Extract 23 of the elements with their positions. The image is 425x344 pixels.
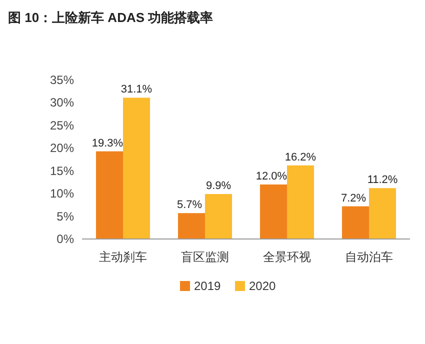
x-tick-label: 全景环视 [263,250,311,264]
data-label: 7.2% [340,192,366,204]
data-label: 5.7% [176,199,202,212]
y-tick-label: 5% [56,209,74,224]
legend-label: 2019 [194,279,222,293]
data-label: 12.0% [256,170,288,182]
y-tick-label: 15% [50,164,74,178]
y-tick-label: 35% [50,73,74,87]
data-label: 9.9% [206,180,232,192]
x-tick-label: 盲区监测 [181,250,229,264]
title: 图 10：上险新车 ADAS 功能搭载率 [8,10,214,25]
x-tick-label: 主动刹车 [99,250,147,264]
data-label: 19.3% [92,137,124,150]
legend-label: 2020 [249,279,276,293]
y-tick-label: 20% [50,141,74,156]
y-tick-label: 10% [50,186,74,201]
y-tick-label: 30% [50,96,74,110]
x-tick-label: 自动泊车 [345,250,393,264]
y-tick-label: 25% [50,118,74,132]
data-label: 31.1% [120,84,152,96]
y-tick-label: 0% [56,232,74,246]
data-label: 16.2% [284,151,316,164]
data-label: 11.2% [367,174,398,186]
